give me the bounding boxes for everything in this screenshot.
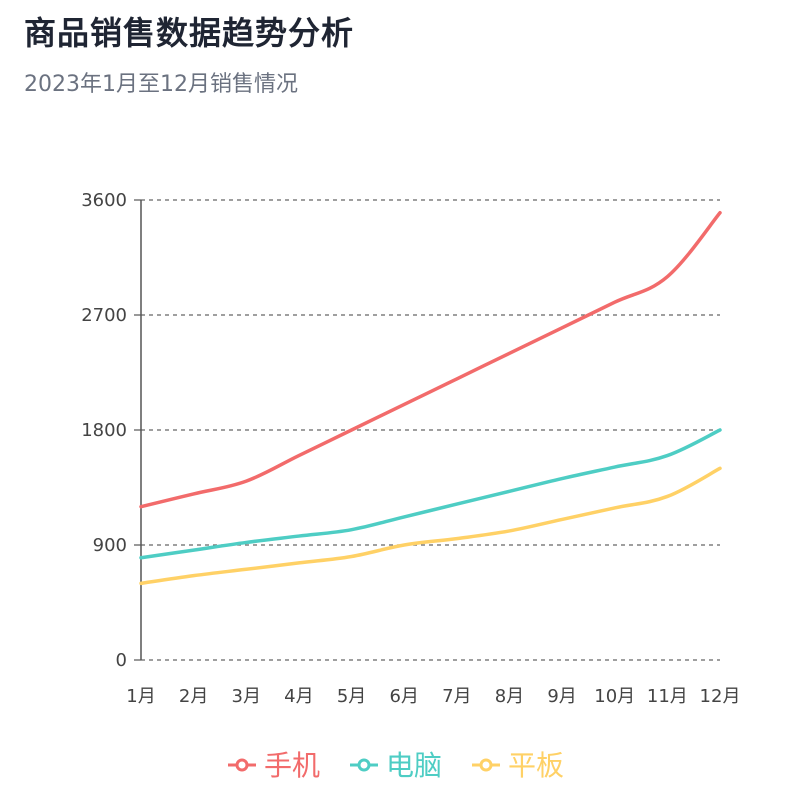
chart-title: 商品销售数据趋势分析: [24, 14, 355, 52]
x-tick-label: 7月: [442, 686, 471, 707]
series-line: [139, 466, 722, 586]
x-tick-label: 8月: [495, 686, 524, 707]
legend-label: 手机: [264, 749, 320, 782]
legend-label: 电脑: [386, 749, 442, 782]
x-tick-label: 12月: [700, 686, 741, 707]
y-tick-label: 3600: [81, 190, 127, 211]
x-tick-label: 1月: [126, 686, 155, 707]
legend-marker: [235, 758, 249, 772]
x-tick-label: 11月: [647, 686, 688, 707]
x-tick-label: 10月: [594, 686, 635, 707]
x-tick-label: 6月: [389, 686, 418, 707]
x-tick-label: 5月: [337, 686, 366, 707]
y-tick-label: 0: [116, 650, 127, 671]
x-tick-label: 4月: [284, 686, 313, 707]
x-tick-label: 2月: [179, 686, 208, 707]
y-tick-label: 1800: [81, 420, 127, 441]
y-tick-label: 900: [93, 535, 127, 556]
chart-subtitle: 2023年1月至12月销售情况: [24, 72, 298, 97]
x-tick-label: 3月: [232, 686, 261, 707]
legend-marker: [479, 758, 493, 772]
x-tick-label: 9月: [547, 686, 576, 707]
legend-label: 平板: [508, 749, 564, 782]
series-line: [139, 211, 722, 509]
series-line: [139, 428, 722, 560]
legend-marker: [357, 758, 371, 772]
y-tick-label: 2700: [81, 305, 127, 326]
